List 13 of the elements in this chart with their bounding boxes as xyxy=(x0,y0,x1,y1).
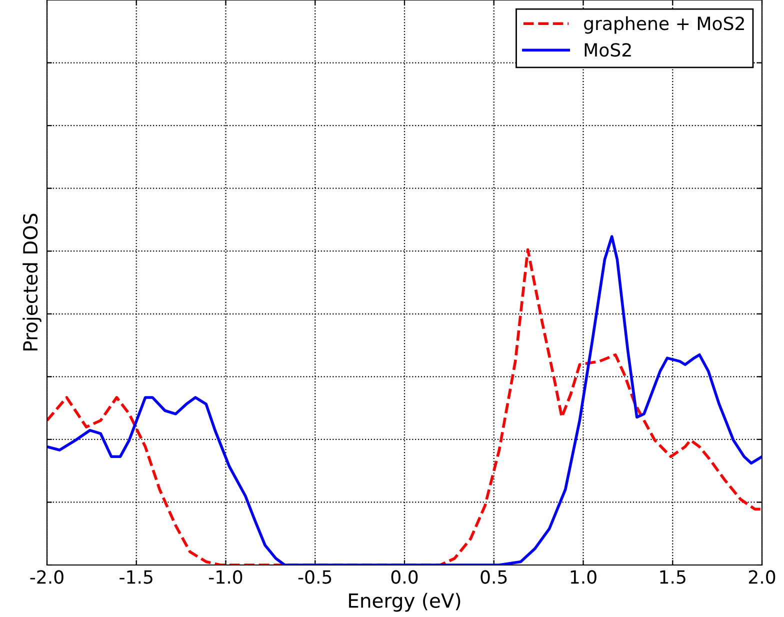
x-tick-label: 1.0 xyxy=(570,570,596,584)
x-tick-label: -0.5 xyxy=(298,570,332,584)
y-axis-title: Projected DOS xyxy=(22,214,42,350)
x-tick-label: 2.0 xyxy=(748,570,776,584)
x-tick-label: 1.5 xyxy=(660,570,686,584)
legend-label: MoS2 xyxy=(584,43,631,57)
x-tick-label: -2.0 xyxy=(30,570,64,584)
x-tick-label: -1.0 xyxy=(209,570,242,584)
x-tick-label: -1.5 xyxy=(120,570,152,584)
x-tick-label: 0.0 xyxy=(391,570,418,584)
x-axis-title: Energy (eV) xyxy=(349,592,460,612)
x-tick-label: 0.5 xyxy=(480,570,507,584)
legend-label: graphene + MoS2 xyxy=(584,16,744,34)
